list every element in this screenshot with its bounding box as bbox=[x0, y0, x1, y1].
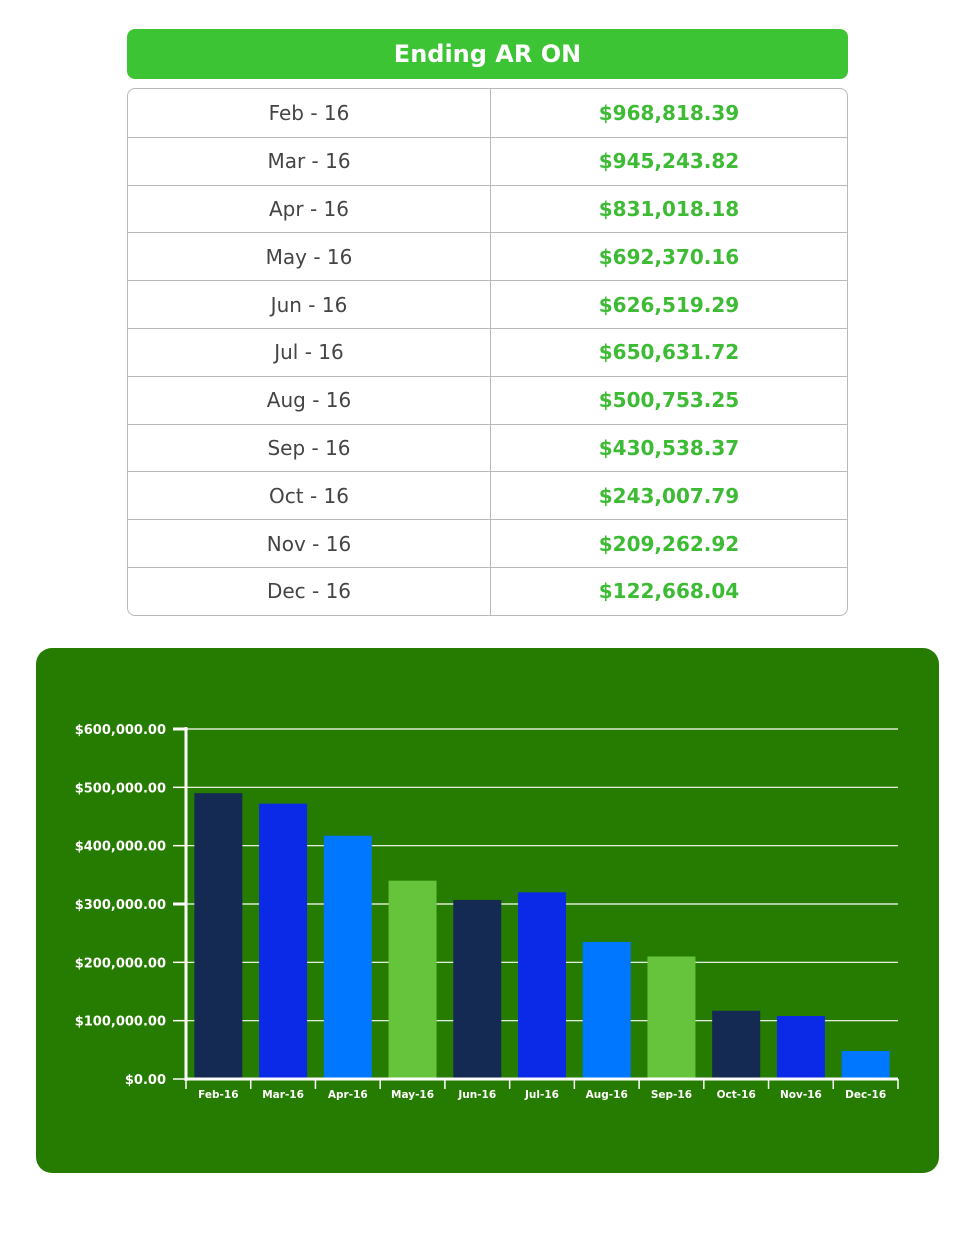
x-tick-label: Jun-16 bbox=[457, 1089, 496, 1101]
bar-chart-panel: $0.00 $100,000.00 $200,000.00 $300,000.00 $4… bbox=[36, 648, 939, 1173]
y-tick-label: $200,000.00 bbox=[75, 956, 166, 971]
y-tick-label: $600,000.00 bbox=[75, 723, 166, 738]
row-value: $831,018.18 bbox=[598, 196, 740, 221]
bar-aug-16 bbox=[582, 941, 631, 1079]
y-tick-label: $500,000.00 bbox=[75, 781, 166, 796]
table-row: Jun - 16 $626,519.29 bbox=[128, 280, 847, 328]
row-month: Mar - 16 bbox=[128, 137, 491, 185]
row-month: Apr - 16 bbox=[128, 185, 491, 233]
row-value: $626,519.29 bbox=[598, 292, 740, 317]
row-value: $122,668.04 bbox=[598, 579, 740, 604]
table-row: Mar - 16 $945,243.82 bbox=[128, 136, 847, 185]
x-tick-label: Oct-16 bbox=[717, 1089, 756, 1101]
table-row: Sep - 16 $430,538.37 bbox=[128, 423, 847, 472]
table-row: Aug - 16 $500,753.25 bbox=[128, 375, 847, 424]
row-month: Sep - 16 bbox=[128, 424, 491, 472]
table-row: Dec - 16 $122,668.04 bbox=[128, 566, 847, 615]
x-tick-label: Aug-16 bbox=[586, 1089, 628, 1101]
bar-apr-16 bbox=[323, 835, 372, 1079]
row-value: $945,243.82 bbox=[598, 149, 740, 174]
row-value: $968,818.39 bbox=[598, 100, 740, 125]
y-tick-label: $0.00 bbox=[125, 1073, 166, 1088]
row-value: $500,753.25 bbox=[598, 388, 740, 413]
x-tick-label: Nov-16 bbox=[780, 1089, 822, 1101]
bar-nov-16 bbox=[776, 1016, 825, 1079]
row-month: Jul - 16 bbox=[128, 328, 491, 376]
bar-dec-16 bbox=[841, 1051, 890, 1079]
y-tick-label: $100,000.00 bbox=[75, 1015, 166, 1030]
x-tick-label: Dec-16 bbox=[845, 1089, 886, 1101]
table-row: Nov - 16 $209,262.92 bbox=[128, 519, 847, 567]
bar-feb-16 bbox=[194, 793, 243, 1079]
bar-jun-16 bbox=[453, 899, 502, 1079]
x-tick-label: Mar-16 bbox=[262, 1089, 304, 1101]
bar-mar-16 bbox=[259, 803, 308, 1079]
table-row: Oct - 16 $243,007.79 bbox=[128, 471, 847, 520]
x-tick-label: May-16 bbox=[391, 1089, 434, 1101]
table-title: Ending AR ON bbox=[127, 29, 848, 79]
row-value: $650,631.72 bbox=[598, 340, 740, 365]
row-month: Aug - 16 bbox=[128, 376, 491, 424]
row-month: May - 16 bbox=[128, 233, 491, 281]
row-month: Oct - 16 bbox=[128, 472, 491, 520]
row-value: $209,262.92 bbox=[598, 531, 740, 556]
row-value: $243,007.79 bbox=[598, 483, 740, 508]
row-month: Feb - 16 bbox=[128, 89, 491, 137]
ending-ar-table: Feb - 16 $968,818.39 Mar - 16 $945,243.82 Ap… bbox=[127, 88, 848, 616]
bar-oct-16 bbox=[712, 1010, 761, 1079]
row-value: $430,538.37 bbox=[598, 435, 740, 460]
x-tick-label: Jul-16 bbox=[524, 1089, 559, 1101]
row-month: Nov - 16 bbox=[128, 520, 491, 567]
table-row: May - 16 $692,370.16 bbox=[128, 232, 847, 281]
row-value: $692,370.16 bbox=[598, 244, 740, 269]
bar-chart: $0.00 $100,000.00 $200,000.00 $300,000.00 $4… bbox=[75, 723, 899, 1101]
x-tick-label: Sep-16 bbox=[651, 1089, 692, 1101]
x-tick-label: Feb-16 bbox=[198, 1089, 238, 1101]
bar-sep-16 bbox=[647, 956, 696, 1079]
table-row: Apr - 16 $831,018.18 bbox=[128, 184, 847, 233]
bar-may-16 bbox=[388, 880, 437, 1079]
table-row: Jul - 16 $650,631.72 bbox=[128, 327, 847, 376]
row-month: Jun - 16 bbox=[128, 281, 491, 328]
table-row: Feb - 16 $968,818.39 bbox=[128, 89, 847, 137]
y-tick-label: $300,000.00 bbox=[75, 898, 166, 913]
row-month: Dec - 16 bbox=[128, 567, 491, 615]
y-tick-label: $400,000.00 bbox=[75, 840, 166, 855]
x-tick-label: Apr-16 bbox=[328, 1089, 368, 1101]
bar-jul-16 bbox=[518, 892, 566, 1079]
